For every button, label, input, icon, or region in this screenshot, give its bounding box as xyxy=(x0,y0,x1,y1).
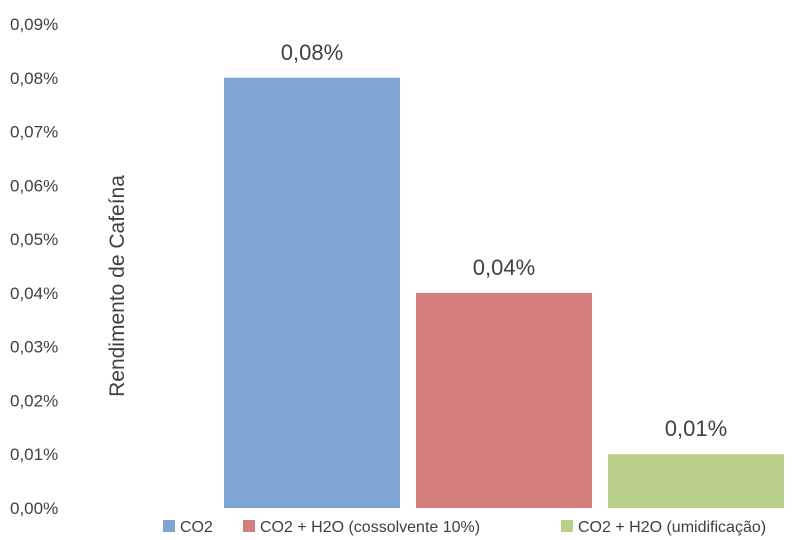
y-tick-label: 0,02% xyxy=(10,391,58,410)
data-label-2: 0,04% xyxy=(473,255,535,280)
y-tick-label: 0,08% xyxy=(10,69,58,88)
legend-swatch-2 xyxy=(243,520,255,532)
y-tick-label: 0,09% xyxy=(10,15,58,34)
data-label-3: 0,01% xyxy=(665,416,727,441)
y-tick-label: 0,01% xyxy=(10,445,58,464)
bars xyxy=(224,77,784,509)
y-tick-label: 0,05% xyxy=(10,230,58,249)
legend-label-1: CO2 xyxy=(180,519,213,536)
data-labels: 0,08% 0,04% 0,01% xyxy=(281,40,727,441)
legend-label-3: CO2 + H2O (umidificação) xyxy=(578,519,766,536)
y-tick-label: 0,00% xyxy=(10,499,58,518)
legend-swatch-3 xyxy=(561,520,573,532)
legend-swatch-1 xyxy=(163,520,175,532)
legend: CO2 CO2 + H2O (cossolvente 10%) CO2 + H2O … xyxy=(163,519,766,536)
y-axis-ticks: 0,00% 0,01% 0,02% 0,03% 0,04% 0,05% 0,06% 0,07%… xyxy=(10,15,58,518)
y-axis-title: Rendimento de Cafeína xyxy=(106,175,129,397)
bar-2 xyxy=(416,292,592,508)
legend-label-2: CO2 + H2O (cossolvente 10%) xyxy=(260,519,480,536)
y-tick-label: 0,03% xyxy=(10,338,58,357)
y-tick-label: 0,06% xyxy=(10,176,58,195)
y-tick-label: 0,04% xyxy=(10,284,58,303)
bar-3 xyxy=(608,454,784,508)
y-tick-label: 0,07% xyxy=(10,123,58,142)
data-label-1: 0,08% xyxy=(281,40,343,65)
bar-1 xyxy=(224,77,400,509)
